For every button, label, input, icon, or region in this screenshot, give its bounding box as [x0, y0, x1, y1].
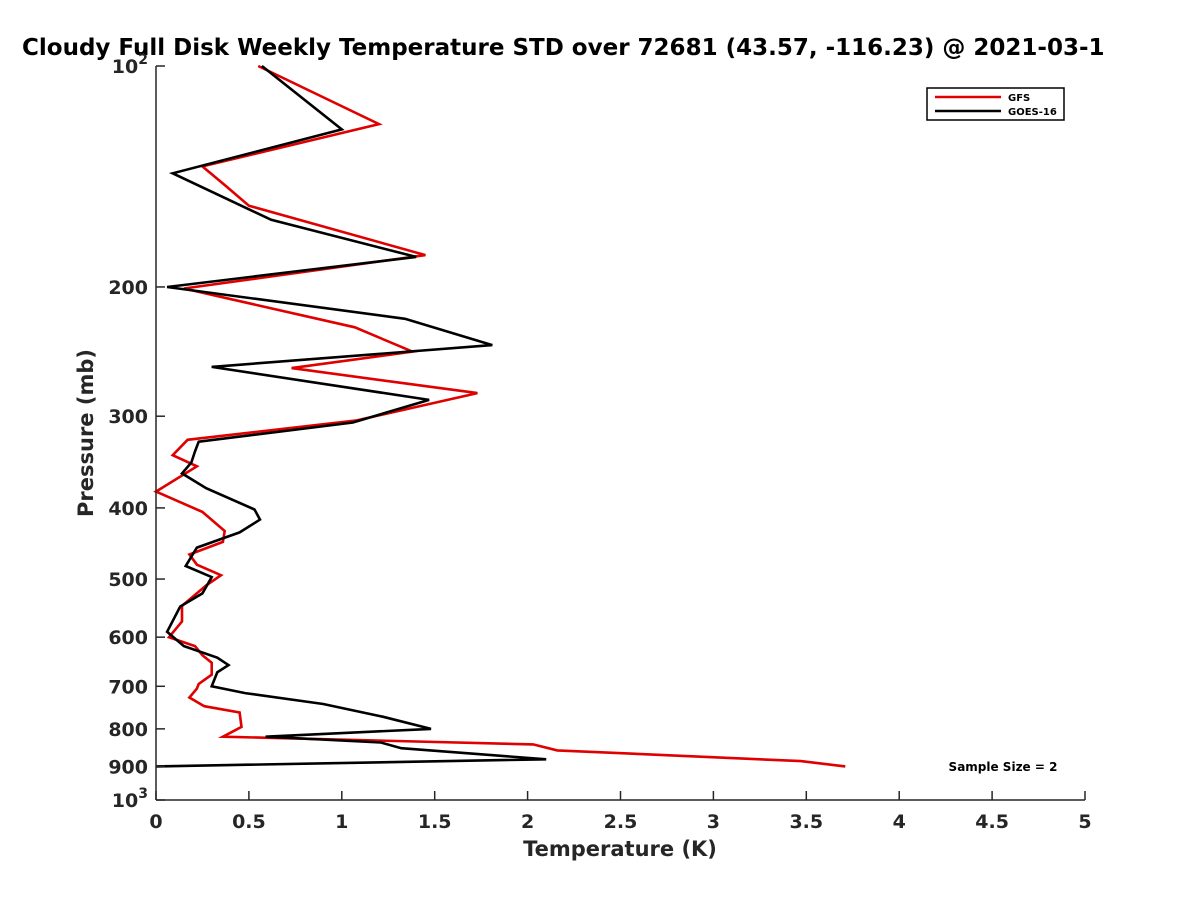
series-line-goes-16: [155, 64, 547, 768]
x-tick-label: 5: [1078, 811, 1091, 833]
x-axis-label: Temperature (K): [523, 837, 717, 861]
y-tick-label: 400: [108, 498, 148, 520]
x-tick-label: 1.5: [418, 811, 452, 833]
x-tick-label: 4.5: [975, 811, 1009, 833]
y-axis-label: Pressure (mb): [74, 349, 98, 517]
x-tick-label: 3.5: [789, 811, 823, 833]
x-tick-label: 2: [521, 811, 534, 833]
y-tick-label: 102: [112, 52, 148, 78]
x-tick-label: 0.5: [232, 811, 266, 833]
legend-label: GFS: [1008, 93, 1030, 104]
legend-box: [926, 87, 1065, 121]
y-tick-label: 600: [108, 627, 148, 649]
y-tick-label: 103: [112, 786, 148, 812]
x-tick-label: 2.5: [604, 811, 638, 833]
plot-area: [153, 64, 846, 768]
chart-title: Cloudy Full Disk Weekly Temperature STD …: [22, 35, 1105, 61]
series-line-gfs: [153, 64, 846, 768]
legend: GFS GOES-16: [926, 87, 1065, 121]
y-tick-label: 200: [108, 277, 148, 299]
y-tick-label: 700: [108, 676, 148, 698]
sample-size-annotation: Sample Size = 2: [949, 760, 1058, 774]
x-tick-label: 0: [149, 811, 162, 833]
x-tick-label: 3: [707, 811, 720, 833]
x-tick-label: 4: [893, 811, 906, 833]
y-tick-label: 800: [108, 719, 148, 741]
x-tick-label: 1: [335, 811, 348, 833]
y-tick-label: 900: [108, 756, 148, 778]
y-tick-label: 300: [108, 406, 148, 428]
y-tick-label: 500: [108, 569, 148, 591]
legend-label: GOES-16: [1008, 107, 1057, 118]
axes: 0 0.5 1 1.5 2 2.5 3 3.5 4 4.5 5 102 200 300 400 500 600 7…: [108, 52, 1091, 833]
